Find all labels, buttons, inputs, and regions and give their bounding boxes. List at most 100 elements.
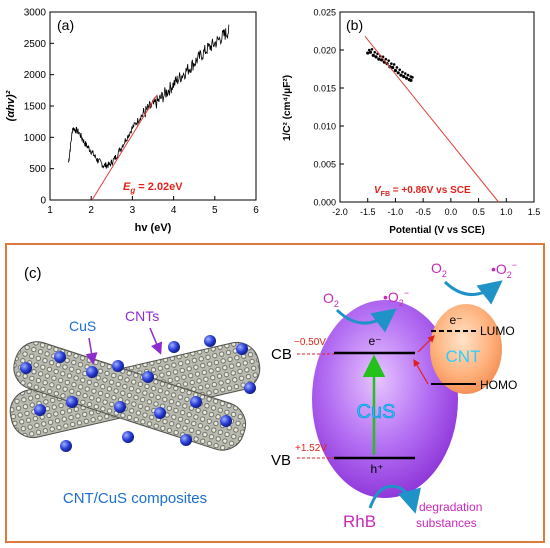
data-point — [399, 73, 403, 77]
data-point — [373, 50, 377, 54]
cus-particle-ellipse — [312, 300, 458, 498]
lumo-label: LUMO — [480, 324, 515, 338]
degradation-label-1: degradation — [419, 500, 482, 514]
cus-electron: e⁻ — [368, 334, 381, 348]
reduction-arrow-right — [443, 280, 503, 305]
cus-particle — [142, 371, 154, 383]
data-point — [366, 51, 370, 55]
cus-particle — [168, 341, 180, 353]
data-point — [370, 47, 374, 51]
chart-a-series — [68, 24, 230, 201]
cnts-label: CNTs — [125, 308, 159, 324]
chart-a: (a) 1 2 3 4 5 6 0 500 1000 1500 2000 2500 3000 Eg = … — [5, 8, 259, 235]
y-tick-label: 0.025 — [313, 8, 336, 18]
y-tick-label: 0.000 — [313, 198, 336, 208]
x-tick-label: 6 — [253, 205, 259, 216]
data-point — [374, 55, 378, 59]
cus-pointer-arrow — [85, 337, 98, 365]
nanotube-2 — [13, 341, 247, 451]
cb-potential: −0.50V — [294, 337, 326, 348]
fit-line — [364, 36, 499, 203]
composite-caption: CNT/CuS composites — [63, 490, 207, 507]
cus-particle — [114, 401, 126, 413]
vb-potential: +1.52V — [295, 443, 327, 454]
y-tick-label: 2000 — [24, 70, 47, 81]
data-point — [379, 58, 384, 62]
y-tick-label: 0.020 — [313, 46, 336, 56]
chart-a-frame — [49, 11, 257, 201]
chart-a-ylabel: (αhv)² — [5, 90, 17, 121]
cus-particle — [122, 431, 134, 443]
x-tick-label: 1.0 — [500, 207, 513, 217]
x-tick-label: 5 — [212, 205, 218, 216]
chart-b: (b) -2.0 -1.5 -1.0 -0.5 0.0 0.5 1.0 1.5 0.000 0.0… — [282, 8, 540, 237]
scheme-panel: (c) — [5, 243, 545, 543]
scheme-panel-label: (c) — [24, 265, 42, 282]
data-point — [384, 57, 388, 61]
oxidation-arrow — [368, 484, 421, 514]
transfer-arrow-1 — [417, 335, 435, 353]
y-tick-label: 500 — [29, 164, 46, 175]
superoxide-left: •O2− — [383, 288, 409, 308]
data-point — [390, 62, 393, 65]
cus-particle — [34, 404, 46, 416]
data-point — [398, 68, 402, 72]
cus-hole: h⁺ — [370, 462, 383, 476]
data-point — [371, 53, 375, 57]
chart-a-annotation: Eg = 2.02eV — [123, 181, 183, 195]
cus-particle — [54, 351, 66, 363]
x-tick-label: 3 — [130, 205, 136, 216]
y-tick-label: 0.005 — [313, 160, 336, 170]
homo-label: HOMO — [480, 378, 517, 392]
cnt-center-label: CNT — [446, 347, 481, 366]
chart-a-panel-label: (a) — [57, 17, 74, 33]
absorption-curve — [68, 24, 230, 169]
data-point — [396, 71, 400, 75]
cus-center-label: CuS — [357, 401, 396, 423]
y-tick-label: 0.015 — [313, 84, 336, 94]
data-point — [395, 66, 399, 69]
chart-b-ticks: -2.0 -1.5 -1.0 -0.5 0.0 0.5 1.0 1.5 0.000 0.005 0.… — [313, 8, 540, 218]
data-point — [391, 65, 395, 70]
chart-b-ylabel: 1/C² (cm⁴/μF²) — [282, 75, 293, 141]
data-point — [403, 72, 407, 75]
x-tick-label: 1.5 — [528, 207, 541, 217]
chart-b-frame — [339, 11, 535, 203]
data-point — [392, 63, 396, 66]
y-tick-label: 1500 — [24, 102, 47, 113]
composite-illustration: CuS CNTs CNT/CuS composites — [9, 308, 261, 507]
x-tick-label: -1.0 — [388, 207, 404, 217]
band-diagram: CB VB −0.50V +1.52V e⁻ h⁺ CuS LUMO HOMO … — [271, 260, 517, 531]
x-tick-label: -2.0 — [332, 207, 348, 217]
cus-particle — [154, 407, 166, 419]
y-tick-label: 3000 — [24, 8, 47, 19]
chart-b-series — [364, 36, 499, 203]
data-point — [409, 78, 413, 82]
cus-label: CuS — [69, 318, 96, 334]
rhb-label: RhB — [343, 512, 376, 531]
cnt-electron: e⁻ — [449, 313, 462, 327]
cus-particle — [60, 440, 72, 452]
data-point — [404, 76, 409, 80]
y-tick-label: 0.010 — [313, 122, 336, 132]
cus-particle — [20, 362, 32, 374]
cus-particle — [244, 382, 256, 394]
chart-a-ticks: 1 2 3 4 5 6 0 500 1000 1500 2000 2500 3000 — [24, 8, 259, 217]
cus-particle — [220, 415, 232, 427]
y-tick-label: 0 — [40, 196, 46, 207]
y-tick-label: 2500 — [24, 39, 47, 50]
x-tick-label: 4 — [171, 205, 177, 216]
x-tick-label: 2 — [88, 205, 94, 216]
superoxide-right: •O2− — [491, 260, 517, 280]
x-tick-label: 0.5 — [472, 207, 485, 217]
reduction-arrow-left — [335, 308, 397, 333]
cus-particle — [204, 335, 216, 347]
cus-particle — [236, 343, 248, 355]
data-point — [393, 68, 398, 73]
data-point — [402, 75, 406, 79]
cus-particle — [180, 434, 192, 446]
chart-a-xlabel: hv (eV) — [135, 222, 172, 234]
cus-particle — [190, 396, 202, 408]
vb-label: VB — [271, 452, 291, 469]
